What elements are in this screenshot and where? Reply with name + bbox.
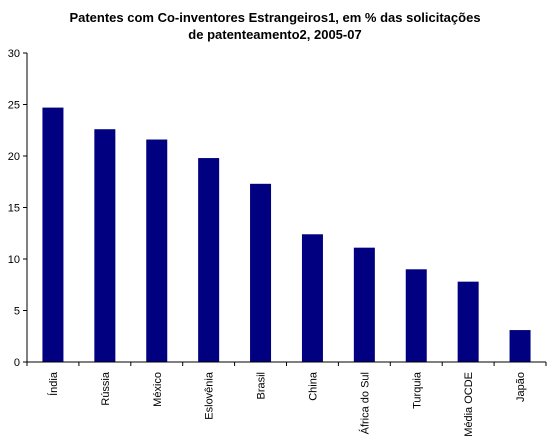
x-category-label: México <box>152 372 164 407</box>
x-category-label: Eslovênia <box>204 371 216 420</box>
y-tick-label: 20 <box>8 151 20 163</box>
y-tick-label: 0 <box>14 357 20 369</box>
bars <box>42 107 531 362</box>
x-category-label: Japão <box>515 372 527 402</box>
y-tick-label: 30 <box>8 48 20 60</box>
bar <box>457 281 479 362</box>
bar <box>301 234 323 362</box>
x-category-label: Rússia <box>100 371 112 406</box>
bar <box>146 139 168 362</box>
bar <box>250 183 272 362</box>
x-category-label: Índia <box>47 371 60 396</box>
y-tick-label: 10 <box>8 254 20 266</box>
bar <box>42 107 64 362</box>
bar <box>94 129 116 362</box>
y-tick-label: 25 <box>8 100 20 112</box>
x-category-label: Brasil <box>256 372 268 400</box>
chart-title-line-2: de patenteamento2, 2005-07 <box>188 27 362 42</box>
bar <box>198 158 220 362</box>
x-category-label: Turquia <box>411 371 423 409</box>
y-tick-label: 5 <box>14 306 20 318</box>
chart-title-line-1: Patentes com Co-inventores Estrangeiros1… <box>69 10 481 25</box>
y-tick-label: 15 <box>8 203 20 215</box>
x-axis-labels: Índia Rússia México Eslovênia Brasil China Áfr… <box>47 371 527 437</box>
x-category-label: Média OCDE <box>463 372 475 437</box>
bar <box>405 269 427 362</box>
y-axis-ticks: 0 5 10 15 20 25 30 <box>8 48 547 369</box>
bar <box>509 330 531 362</box>
chart-title: Patentes com Co-inventores Estrangeiros1… <box>0 9 550 43</box>
bar <box>353 247 375 362</box>
x-category-label: China <box>307 371 319 401</box>
x-category-label: África do Sul <box>358 372 371 434</box>
